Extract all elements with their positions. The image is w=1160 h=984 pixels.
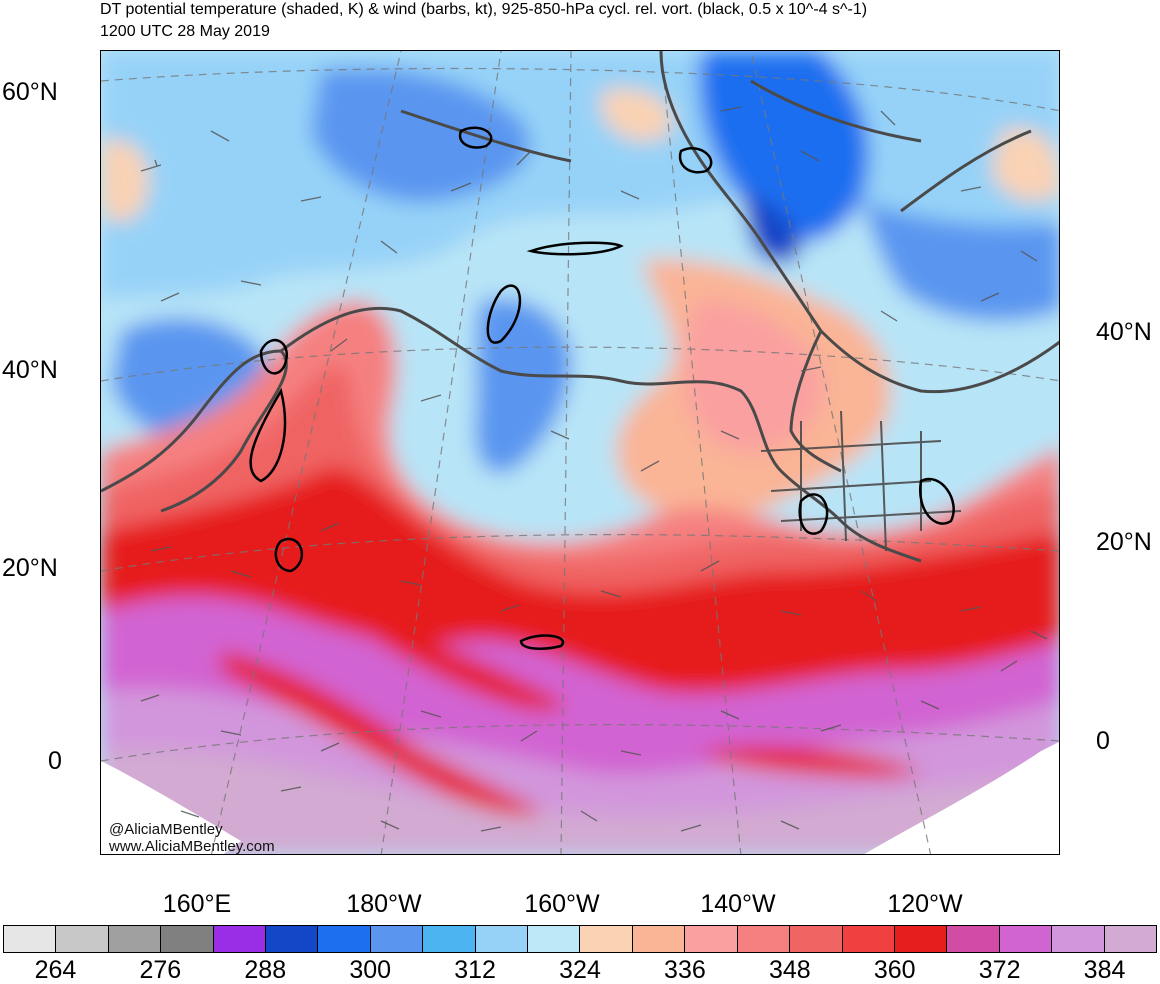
lat-label-20n-left: 20°N bbox=[2, 554, 58, 582]
state-borders bbox=[760, 410, 962, 552]
colorbar-label: 300 bbox=[349, 956, 392, 984]
colorbar-label: 372 bbox=[978, 956, 1021, 984]
colorbar-label: 384 bbox=[1083, 956, 1126, 984]
lat-label-0-left: 0 bbox=[48, 747, 62, 775]
colorbar-swatch bbox=[213, 926, 267, 952]
missing-data-patches bbox=[101, 742, 1059, 854]
colorbar-swatch bbox=[580, 926, 633, 952]
colorbar-swatch bbox=[4, 926, 57, 952]
lat-label-60n-left: 60°N bbox=[2, 78, 58, 106]
colorbar-swatch bbox=[685, 926, 738, 952]
lat-label-40n-left: 40°N bbox=[2, 356, 58, 384]
lat-label-40n-right: 40°N bbox=[1096, 318, 1152, 346]
colorbar-swatch bbox=[842, 926, 895, 952]
credit-url: www.AliciaMBentley.com bbox=[109, 838, 275, 855]
colorbar-label: 348 bbox=[768, 956, 811, 984]
colorbar-swatch bbox=[370, 926, 424, 952]
map-frame: @AliciaMBentley www.AliciaMBentley.com bbox=[100, 50, 1060, 855]
coastlines bbox=[101, 51, 1059, 563]
colorbar-swatch bbox=[56, 926, 109, 952]
colorbar-label: 336 bbox=[664, 956, 706, 984]
lon-label-140w: 140°W bbox=[700, 890, 776, 918]
colorbar-swatch bbox=[108, 926, 162, 952]
colorbar-label: 276 bbox=[139, 956, 182, 984]
colorbar bbox=[3, 925, 1157, 953]
colorbar-swatch bbox=[1052, 926, 1105, 952]
colorbar-swatch bbox=[999, 926, 1053, 952]
colorbar-swatch bbox=[266, 926, 319, 952]
lon-label-160e: 160°E bbox=[162, 890, 232, 918]
lon-label-180w: 180°W bbox=[346, 890, 422, 918]
colorbar-swatch bbox=[737, 926, 791, 952]
theta-shading bbox=[101, 51, 1059, 854]
colorbar-swatch bbox=[894, 926, 948, 952]
map-title: DT potential temperature (shaded, K) & w… bbox=[100, 1, 868, 18]
map-valid-time: 1200 UTC 28 May 2019 bbox=[100, 23, 270, 40]
colorbar-swatch bbox=[318, 926, 371, 952]
lat-label-20n-right: 20°N bbox=[1096, 528, 1152, 556]
colorbar-swatch bbox=[528, 926, 581, 952]
vorticity-contours bbox=[249, 126, 955, 650]
colorbar-swatch bbox=[423, 926, 476, 952]
colorbar-swatch bbox=[632, 926, 686, 952]
colorbar-label: 324 bbox=[559, 956, 601, 984]
lon-label-160w: 160°W bbox=[524, 890, 600, 918]
graticule bbox=[101, 51, 1059, 854]
lat-label-0-right: 0 bbox=[1096, 727, 1110, 755]
colorbar-swatch bbox=[475, 926, 529, 952]
colorbar-swatch bbox=[790, 926, 843, 952]
lon-label-120w: 120°W bbox=[887, 890, 963, 918]
wind-barbs bbox=[140, 106, 1048, 832]
colorbar-swatch bbox=[947, 926, 1000, 952]
colorbar-swatch bbox=[1104, 926, 1156, 952]
colorbar-label: 288 bbox=[244, 956, 287, 984]
map-field bbox=[101, 51, 1059, 854]
colorbar-label: 312 bbox=[454, 956, 496, 984]
colorbar-label: 360 bbox=[873, 956, 916, 984]
colorbar-swatch bbox=[161, 926, 214, 952]
credit-handle: @AliciaMBentley bbox=[109, 821, 223, 838]
colorbar-label: 264 bbox=[34, 956, 77, 984]
